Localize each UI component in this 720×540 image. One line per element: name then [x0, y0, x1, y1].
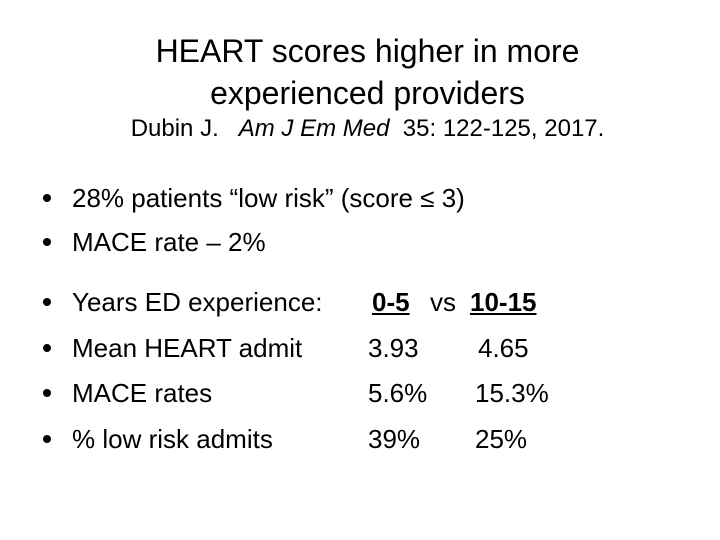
title-line-2: experienced providers: [210, 75, 525, 111]
slide-title: HEART scores higher in more experienced …: [0, 30, 720, 114]
citation-journal: Am J Em Med: [238, 115, 390, 142]
citation: Dubin J. Am J Em Med 35: 122-125, 2017.: [0, 114, 720, 144]
row-value-col2: 15.3%: [475, 378, 549, 408]
row-label: % low risk admits: [72, 424, 273, 454]
citation-ref: 35: 122-125, 2017.: [402, 115, 605, 142]
title-line-1: HEART scores higher in more: [155, 33, 580, 69]
table-row: % low risk admits 39% 25%: [0, 421, 720, 457]
row-value-col2: 4.65: [478, 333, 529, 363]
row-value-col2: 25%: [475, 424, 528, 454]
bullet-dot: [43, 344, 51, 352]
table-header-row: Years ED experience: 0-5 vs 10-15: [0, 284, 720, 320]
table-row: Mean HEART admit 3.93 4.65: [0, 330, 720, 366]
bullet-dot: [43, 194, 51, 202]
bullet-text: 28% patients “low risk” (score ≤ 3): [72, 183, 465, 213]
bullet-low-risk: 28% patients “low risk” (score ≤ 3): [0, 180, 720, 216]
table-row: MACE rates 5.6% 15.3%: [0, 375, 720, 411]
bullet-text: MACE rate – 2%: [72, 227, 266, 257]
bullet-dot: [43, 389, 51, 397]
header-col-10-15: 10-15: [470, 287, 537, 317]
bullet-dot: [43, 435, 51, 443]
row-label: Mean HEART admit: [72, 333, 303, 363]
header-col-0-5: 0-5: [372, 287, 410, 317]
header-vs: vs: [430, 287, 456, 317]
bullet-mace-rate: MACE rate – 2%: [0, 224, 720, 260]
row-value-col1: 39%: [368, 424, 421, 454]
bullet-dot: [43, 238, 51, 246]
header-label: Years ED experience:: [72, 287, 323, 317]
citation-author: Dubin J.: [130, 115, 219, 142]
row-value-col1: 5.6%: [368, 378, 428, 408]
row-value-col1: 3.93: [368, 333, 419, 363]
row-label: MACE rates: [72, 378, 213, 408]
bullet-dot: [43, 298, 51, 306]
